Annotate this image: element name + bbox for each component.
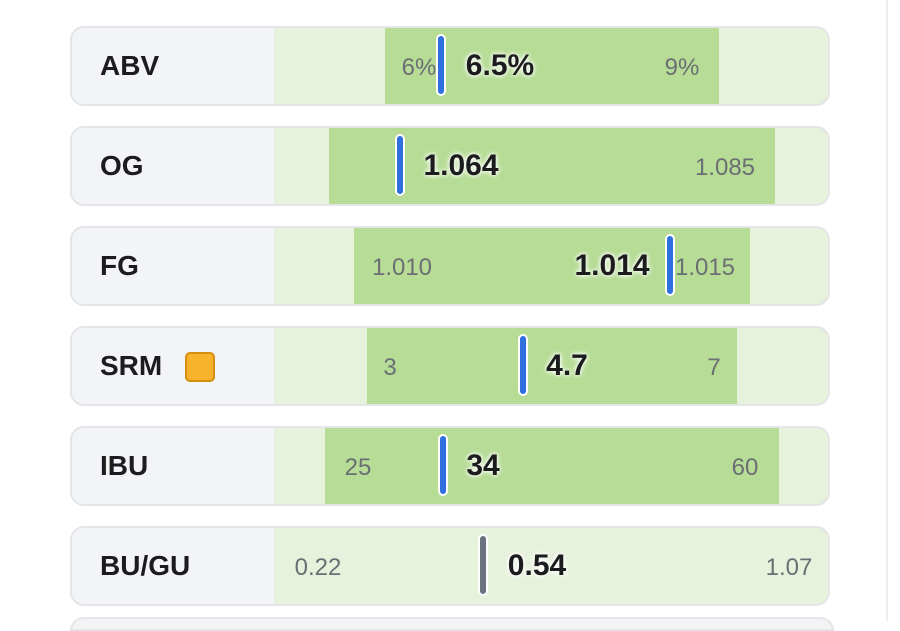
value-marker <box>395 134 405 196</box>
row-label: SRM <box>100 350 163 381</box>
row-label-cell: ABV <box>72 28 274 104</box>
recipe-value: 0.54 <box>507 549 567 582</box>
range-max: 7 <box>707 354 721 381</box>
row-label-cell: OG <box>72 128 274 204</box>
range-max: 9% <box>664 54 700 81</box>
range-max: 60 <box>731 454 759 481</box>
value-marker <box>518 334 528 396</box>
value-marker <box>665 234 675 296</box>
range-min: 0.22 <box>294 554 342 581</box>
row-label-cell: IBU <box>72 428 274 504</box>
row-label: FG <box>100 250 139 281</box>
range-row: SRM 3 7 4.7 <box>70 326 830 406</box>
range-row: FG 1.010 1.015 1.014 <box>70 226 830 306</box>
row-label-cell: FG <box>72 228 274 304</box>
range-max: 1.085 <box>694 154 756 181</box>
range-max: 1.07 <box>765 554 813 581</box>
recipe-value: 4.7 <box>546 349 588 382</box>
range-max: 1.015 <box>674 254 736 281</box>
row-label: OG <box>100 150 144 181</box>
row-label: BU/GU <box>100 550 191 581</box>
recipe-value: 1.014 <box>574 249 650 282</box>
value-marker <box>478 534 488 596</box>
range-min: 6% <box>401 54 437 81</box>
recipe-value: 1.064 <box>423 149 499 182</box>
range-row: IBU 25 60 34 <box>70 426 830 506</box>
recipe-value: 6.5% <box>465 49 535 82</box>
style-range <box>367 328 737 404</box>
row-label: IBU <box>100 450 149 481</box>
value-marker <box>438 434 448 496</box>
style-range <box>325 428 779 504</box>
style-range <box>354 228 750 304</box>
range-min: 3 <box>383 354 397 381</box>
row-label-cell: BU/GU <box>72 528 274 604</box>
value-marker <box>436 34 446 96</box>
range-min: 1.010 <box>371 254 433 281</box>
next-row <box>70 617 834 631</box>
range-row: OG 1.085 1.064 <box>70 126 830 206</box>
color-swatch <box>185 352 215 382</box>
range-min: 25 <box>344 454 372 481</box>
recipe-value: 34 <box>466 449 500 482</box>
row-label: ABV <box>100 50 160 81</box>
range-row: BU/GU 0.22 1.07 0.54 <box>70 526 830 606</box>
row-label-cell: SRM <box>72 328 274 404</box>
range-row: ABV 6% 9% 6.5% <box>70 26 830 106</box>
panel-edge <box>886 0 888 621</box>
